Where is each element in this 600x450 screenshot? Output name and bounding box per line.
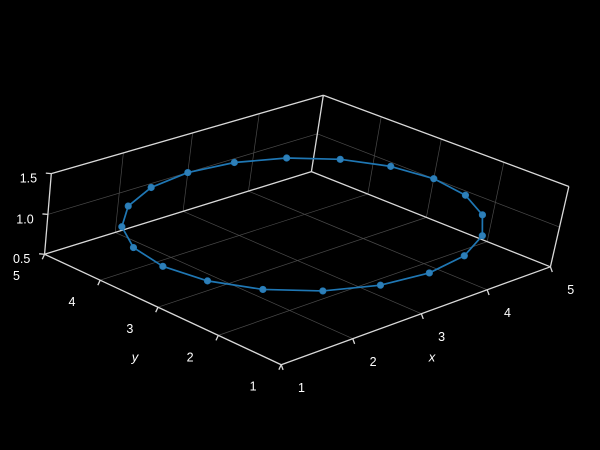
svg-text:1.5: 1.5 <box>20 172 37 186</box>
svg-text:2: 2 <box>187 350 194 364</box>
svg-text:4: 4 <box>504 306 511 320</box>
svg-text:3: 3 <box>438 330 445 344</box>
svg-text:1.0: 1.0 <box>16 212 33 226</box>
svg-text:2: 2 <box>370 355 377 369</box>
svg-text:1: 1 <box>250 380 257 394</box>
svg-text:x: x <box>428 349 436 364</box>
svg-text:4: 4 <box>69 295 76 309</box>
svg-text:5: 5 <box>13 269 20 283</box>
svg-text:3: 3 <box>126 322 133 336</box>
svg-text:0.5: 0.5 <box>13 252 30 266</box>
svg-text:1: 1 <box>298 381 305 395</box>
svg-text:5: 5 <box>567 283 574 297</box>
